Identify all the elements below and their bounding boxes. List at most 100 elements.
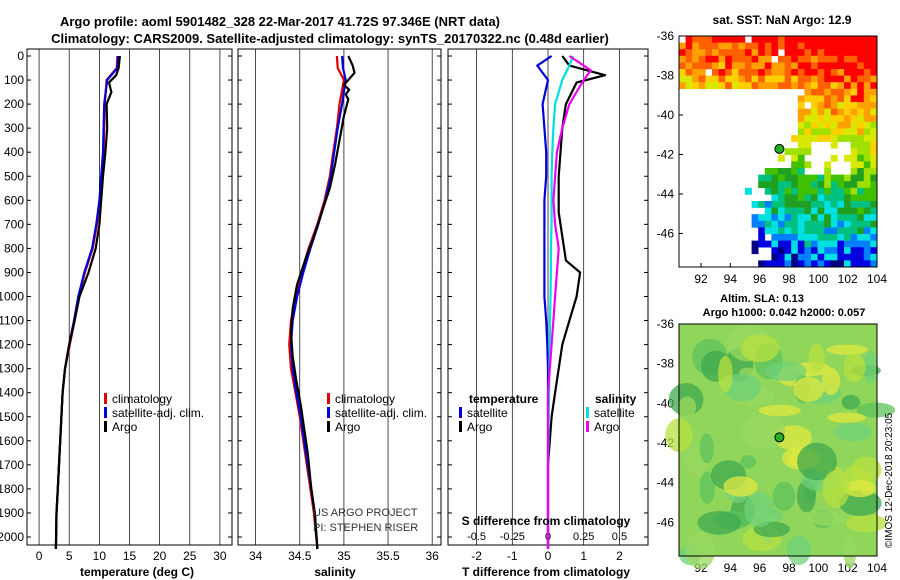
sst-pixel (685, 62, 693, 70)
sst-pixel (817, 194, 825, 202)
sst-pixel (811, 115, 818, 123)
argo-location-marker (774, 143, 785, 154)
sst-pixel (778, 240, 785, 248)
sst-pixel (804, 75, 812, 83)
sst-pixel (797, 148, 805, 156)
sst-pixel (725, 42, 733, 50)
sst-pixel (685, 75, 693, 83)
difference-plot: -2 -1 0 1 2-0.5 -0.25 0 0.25 0.5 (448, 49, 648, 563)
sst-pixel (718, 75, 726, 83)
sst-pixel (758, 62, 766, 70)
sst-pixel (824, 260, 832, 268)
sst-pixel (685, 36, 693, 43)
sst-pixel (778, 247, 785, 255)
legend-title-temperature: temperature (469, 392, 539, 406)
sst-pixel (817, 128, 825, 136)
sst-pixel (844, 201, 851, 208)
sst-pixel (698, 36, 706, 43)
sst-pixel (784, 148, 792, 156)
x-tick-label: 10 (93, 549, 107, 563)
sst-pixel (784, 240, 792, 248)
legend-label: Argo (467, 420, 493, 434)
y-tick-label: 0 (17, 49, 24, 63)
sst-pixel (764, 260, 772, 268)
sla-blob (841, 394, 861, 410)
sst-pixel (824, 214, 832, 222)
sst-pixel (844, 214, 851, 222)
sst-pixel (863, 201, 871, 208)
sst-pixel (738, 55, 746, 63)
sst-pixel (837, 108, 845, 116)
sst-pixel (830, 36, 838, 43)
sst-map-frame (678, 35, 878, 268)
y-tick-label: 100 (4, 73, 24, 87)
sst-pixel (863, 181, 871, 189)
sla-blob (851, 456, 882, 484)
sst-pixel (718, 36, 726, 43)
sst-pixel (771, 201, 779, 208)
sst-pixel (837, 121, 845, 129)
sst-pixel (797, 187, 805, 195)
sst-pixel (837, 214, 845, 222)
sst-pixel (824, 62, 832, 70)
sst-pixel (844, 181, 851, 189)
sst-pixel (791, 161, 799, 169)
sst-pixel (857, 207, 865, 215)
sst-pixel (738, 36, 746, 43)
sst-pixel (817, 42, 825, 50)
sst-pixel (725, 69, 733, 76)
sst-pixel (857, 102, 865, 109)
x-tick-label: 5 (66, 549, 73, 563)
sst-pixel (764, 82, 772, 90)
sst-pixel (870, 220, 878, 228)
y-tick-label: 700 (4, 217, 24, 231)
sst-pixel (778, 82, 785, 90)
sst-pixel (857, 148, 865, 156)
sst-pixel (837, 128, 845, 136)
sst-pixel (771, 174, 779, 182)
sla-blob (723, 373, 761, 402)
sst-pixel (797, 69, 805, 76)
series-line-t-argo (546, 55, 607, 549)
sst-pixel (784, 55, 792, 63)
y-tick-label: 1500 (0, 410, 24, 424)
sst-pixel (797, 36, 805, 43)
sst-pixel (712, 69, 719, 76)
sst-pixel (771, 227, 779, 235)
sst-pixel (764, 55, 772, 63)
sla-blob (697, 511, 742, 535)
sla-blob (826, 344, 868, 355)
sst-pixel (731, 36, 739, 43)
sst-pixel (837, 82, 845, 90)
sst-pixel (764, 49, 772, 57)
sst-pixel (705, 62, 713, 70)
sst-pixel (811, 49, 818, 57)
sst-pixel (811, 220, 818, 228)
sst-pixel (718, 62, 726, 70)
sla-blob (821, 368, 841, 395)
sst-pixel (725, 36, 733, 43)
sst-pixel (811, 174, 818, 182)
sst-pixel (784, 42, 792, 50)
sst-pixel (784, 36, 792, 43)
sst-pixel (778, 214, 785, 222)
sst-pixel (797, 115, 805, 123)
sst-pixel (804, 108, 812, 116)
sst-pixel (863, 128, 871, 136)
sst-pixel (811, 240, 818, 248)
sst-pixel (811, 128, 818, 136)
sst-pixel (712, 36, 719, 43)
sst-pixel (804, 88, 812, 96)
sst-pixel (837, 69, 845, 76)
sst-pixel (764, 168, 772, 175)
sst-pixel (797, 154, 805, 162)
sst-pixel (804, 220, 812, 228)
sst-pixel (784, 62, 792, 70)
sst-pixel (857, 154, 865, 162)
sst-pixel (824, 108, 832, 116)
sst-pixel (870, 240, 878, 248)
sst-pixel (863, 161, 871, 169)
sst-pixel (857, 174, 865, 182)
sst-pixel (830, 181, 838, 189)
sst-pixel (830, 247, 838, 255)
